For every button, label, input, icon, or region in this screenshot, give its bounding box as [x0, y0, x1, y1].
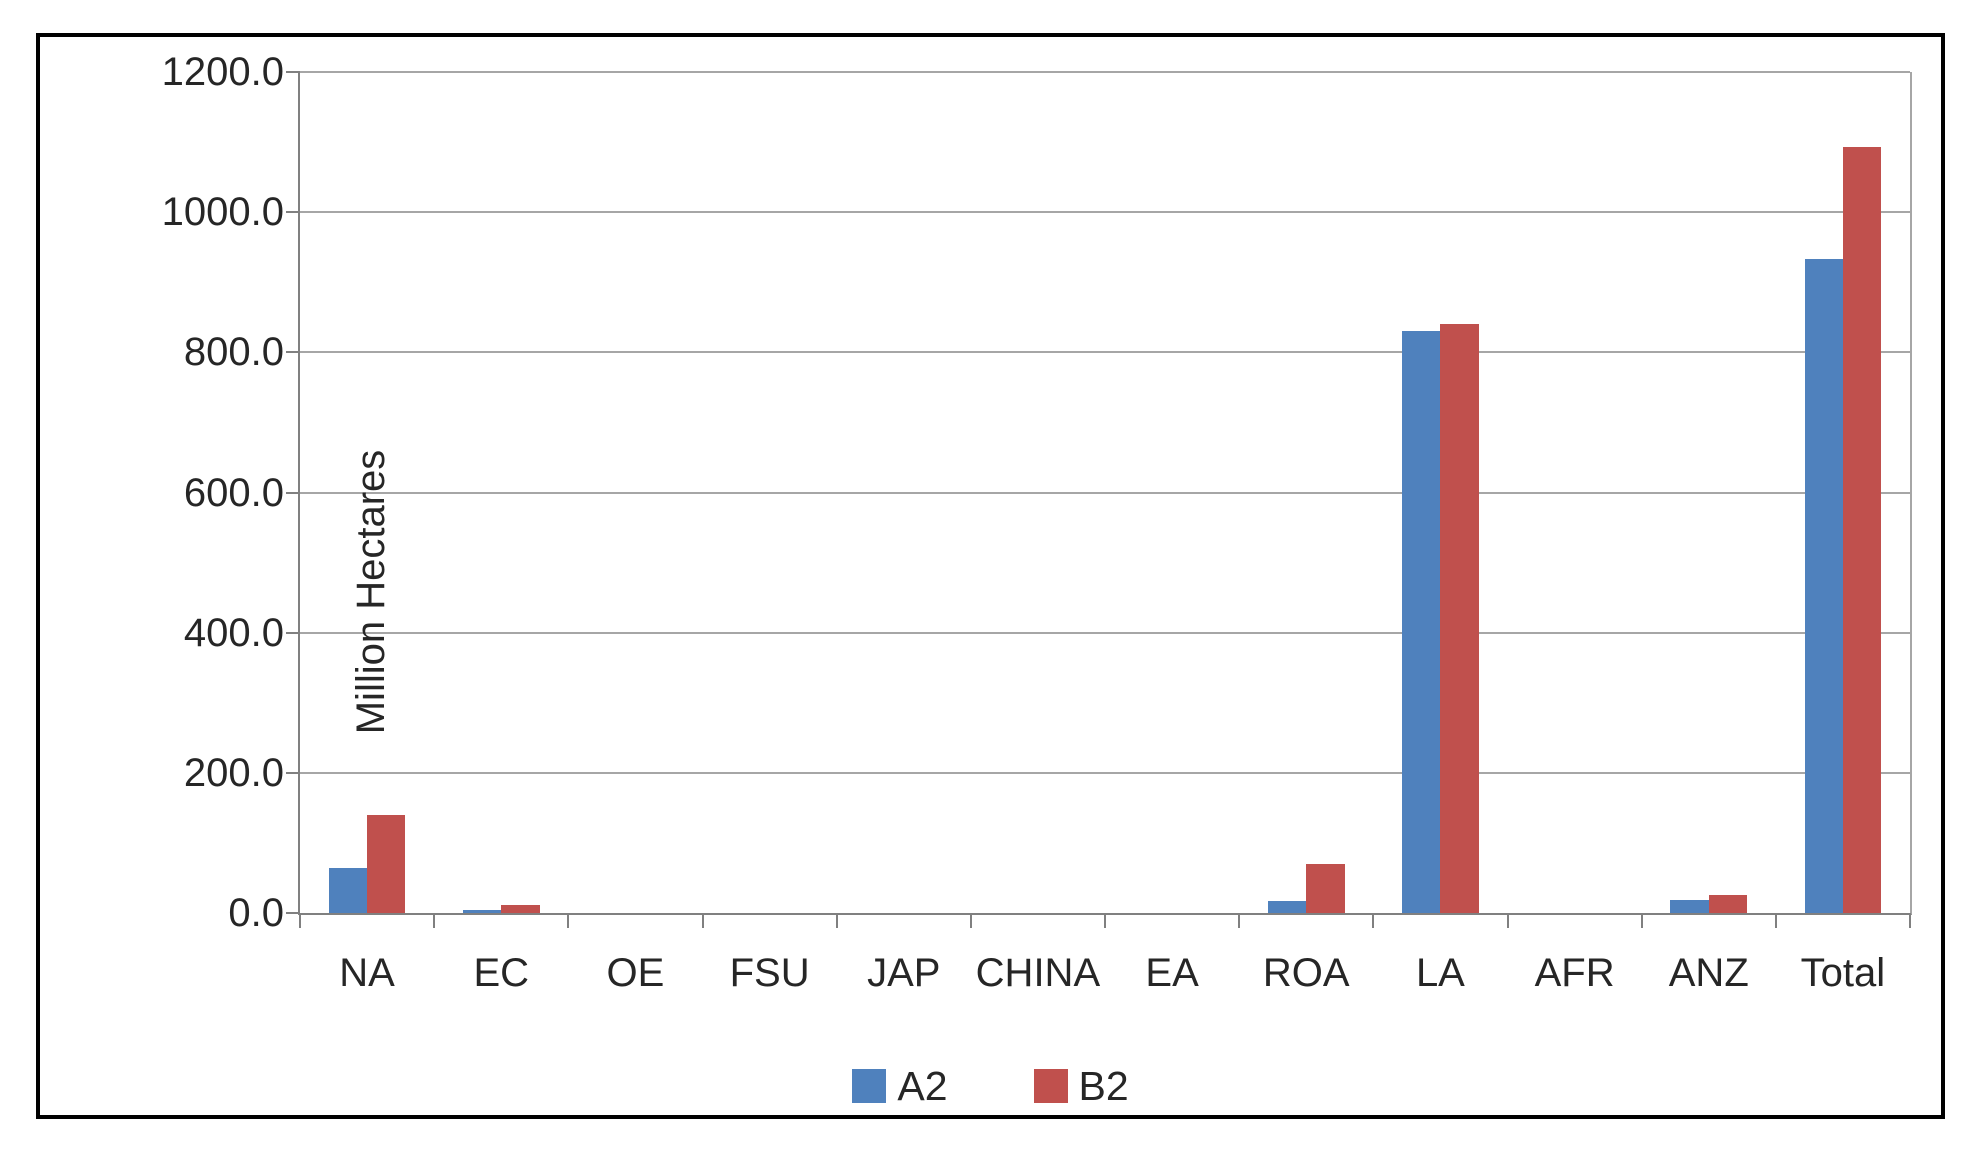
- bar-b2-roa: [1306, 863, 1345, 913]
- legend-swatch-a2: [852, 1069, 887, 1103]
- x-axis-tick: [567, 913, 570, 928]
- x-axis-tick: [299, 913, 301, 928]
- x-axis-label-anz: ANZ: [1668, 951, 1749, 995]
- gridline-1000: [300, 211, 1910, 214]
- legend-swatch-b2: [1033, 1069, 1068, 1103]
- bar-b2-ec: [501, 904, 540, 913]
- legend-item-b2: B2: [1033, 1062, 1129, 1110]
- x-axis-tick: [969, 913, 972, 928]
- x-axis-label-na: NA: [339, 951, 395, 995]
- x-axis-label-ec: EC: [473, 951, 530, 995]
- bar-b2-na: [367, 814, 406, 913]
- legend-item-a2: A2: [852, 1062, 948, 1110]
- gridline-200: [300, 771, 1910, 774]
- x-axis-tick: [433, 913, 436, 928]
- y-axis-tick: [286, 771, 300, 774]
- chart-border-frame: [36, 33, 1945, 1119]
- bar-a2-roa: [1267, 901, 1307, 913]
- y-axis-title-layer: Million Hectares: [298, 72, 1908, 913]
- y-axis-label: 1200.0: [161, 50, 284, 94]
- y-axis-tick: [286, 211, 300, 214]
- x-axis-label-jap: JAP: [867, 951, 941, 995]
- x-axis-label-afr: AFR: [1534, 951, 1615, 995]
- y-axis-tick: [286, 71, 300, 73]
- gridline-600: [300, 491, 1910, 494]
- x-axis-tick: [1372, 913, 1375, 928]
- bar-a2-total: [1804, 259, 1843, 913]
- y-axis-label: 0.0: [228, 891, 284, 935]
- x-axis-tick: [1104, 913, 1106, 928]
- x-axis-label-total: Total: [1800, 951, 1886, 995]
- x-axis-tick: [1238, 913, 1241, 928]
- x-axis-label-ea: EA: [1145, 951, 1199, 995]
- y-axis-label: 800.0: [183, 330, 284, 375]
- gridline-400: [300, 631, 1910, 634]
- x-axis-tick: [701, 913, 704, 928]
- bar-b2-total: [1842, 147, 1882, 913]
- x-axis-tick: [1774, 913, 1777, 928]
- y-axis-title: Million Hectares: [349, 449, 393, 735]
- gridline-1200: [300, 71, 1910, 73]
- x-axis-label-la: LA: [1415, 951, 1465, 995]
- y-axis-label: 200.0: [183, 750, 284, 795]
- plot-area: 0.0 200.0 400.0 600.0 800.0 1000.0 1200.0 NA EC O…: [162, 50, 1912, 995]
- y-axis-label: 1000.0: [161, 190, 284, 235]
- bar-a2-la: [1402, 331, 1441, 913]
- legend: A2 B2: [40, 1058, 1941, 1114]
- x-axis-label-roa: ROA: [1262, 951, 1350, 995]
- gridline-800: [300, 351, 1910, 354]
- bar-b2-la: [1440, 323, 1479, 913]
- y-axis-tick: [286, 631, 300, 634]
- y-axis-label: 600.0: [183, 470, 284, 515]
- x-axis-tick: [835, 913, 838, 928]
- y-axis-tick: [286, 912, 300, 914]
- bar-a2-na: [328, 868, 368, 913]
- x-axis-tick: [1640, 913, 1643, 928]
- bar-a2-anz: [1670, 899, 1709, 913]
- x-axis-label-china: CHINA: [975, 951, 1101, 995]
- x-axis-label-fsu: FSU: [729, 951, 810, 995]
- legend-label-b2: B2: [1078, 1063, 1129, 1109]
- bar-a2-ec: [462, 910, 502, 913]
- y-axis-label: 400.0: [183, 610, 284, 655]
- x-axis-tick: [1506, 913, 1509, 928]
- x-axis-label-oe: OE: [606, 951, 665, 995]
- x-axis-tick: [1909, 913, 1911, 928]
- y-axis-tick: [286, 351, 300, 354]
- legend-label-a2: A2: [897, 1063, 948, 1109]
- y-axis-tick: [286, 491, 300, 494]
- bar-b2-anz: [1708, 894, 1748, 913]
